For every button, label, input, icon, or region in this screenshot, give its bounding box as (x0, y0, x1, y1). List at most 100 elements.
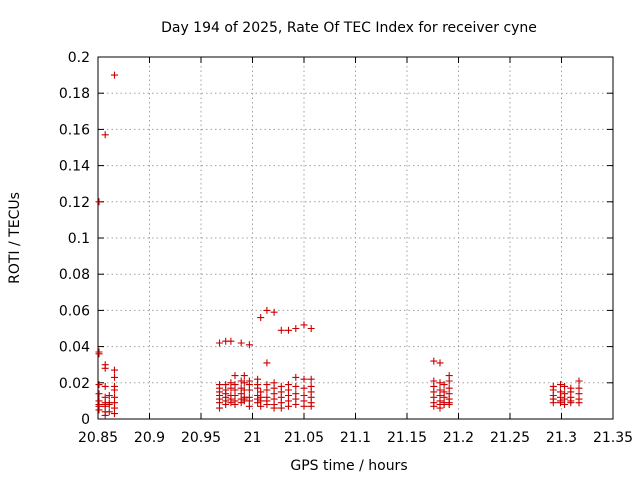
data-point (105, 401, 113, 408)
data-point (436, 404, 444, 412)
data-point (263, 306, 271, 314)
y-tick-label: 0.12 (59, 195, 90, 211)
data-point (307, 375, 315, 383)
data-point (216, 339, 223, 347)
data-point (300, 402, 308, 410)
data-point (257, 402, 265, 410)
x-tick-label: 21.05 (284, 430, 324, 446)
data-point (292, 373, 300, 381)
data-point (237, 399, 245, 407)
data-point (300, 375, 308, 383)
data-point (101, 382, 109, 390)
y-tick-label: 0.2 (68, 50, 90, 66)
data-point (292, 325, 300, 332)
data-point (231, 401, 239, 408)
x-tick-label: 21.35 (593, 430, 633, 446)
data-point (227, 384, 235, 392)
data-point (292, 401, 300, 408)
chart-title: Day 194 of 2025, Rate Of TEC Index for r… (161, 20, 537, 36)
data-point (95, 390, 103, 398)
data-point (237, 377, 245, 385)
data-point (263, 359, 271, 367)
y-tick-label: 0.16 (59, 122, 90, 138)
data-point (436, 379, 444, 387)
data-point (430, 402, 438, 410)
x-tick-label: 21.3 (546, 430, 577, 446)
data-point (95, 350, 103, 358)
data-point (254, 399, 262, 407)
data-point (285, 402, 292, 410)
data-point (231, 372, 239, 380)
data-point (561, 401, 569, 408)
data-point (111, 410, 118, 418)
data-point (549, 399, 557, 407)
data-point (240, 379, 248, 387)
x-tick-label: 21.1 (340, 430, 371, 446)
data-point (436, 359, 444, 367)
data-point (263, 386, 271, 394)
data-point (575, 377, 583, 385)
data-point (227, 399, 235, 407)
data-point (263, 401, 271, 408)
data-point (300, 321, 308, 329)
y-tick-label: 0.08 (59, 267, 90, 283)
data-point (557, 381, 564, 389)
data-point (237, 339, 245, 347)
data-point (270, 308, 278, 316)
data-point (227, 337, 235, 345)
data-point (101, 411, 109, 419)
y-tick-label: 0.04 (59, 340, 90, 356)
data-point (111, 386, 118, 394)
data-point (95, 381, 103, 389)
data-point (245, 386, 253, 394)
data-point (300, 384, 308, 392)
data-point (270, 404, 278, 412)
x-tick-label: 20.9 (134, 430, 165, 446)
data-point (245, 341, 253, 349)
x-tick-label: 21.2 (443, 430, 474, 446)
data-point (557, 399, 564, 407)
data-point (111, 373, 118, 381)
data-point (101, 131, 109, 139)
data-point (95, 198, 103, 206)
y-tick-label: 0.1 (68, 231, 90, 247)
data-point (307, 325, 315, 332)
data-point (445, 377, 453, 385)
data-point (440, 381, 448, 389)
data-point (216, 404, 223, 412)
data-point (567, 399, 575, 407)
data-point (257, 314, 265, 322)
data-point (445, 401, 453, 408)
data-point (245, 402, 253, 410)
data-point (101, 364, 109, 372)
x-tick-label: 20.95 (181, 430, 221, 446)
data-point (277, 326, 285, 334)
data-point (575, 399, 583, 407)
y-tick-label: 0.18 (59, 86, 90, 102)
data-point (111, 71, 118, 79)
data-point (105, 392, 113, 399)
y-axis-label: ROTI / TECUs (7, 192, 23, 284)
x-tick-label: 21.15 (387, 430, 427, 446)
data-point (95, 406, 103, 414)
axis-ticks: 20.85 20.9 20.95 21 21.05 21.1 21.15 21.2 21.25 2… (59, 50, 633, 446)
data-point (430, 357, 438, 365)
data-point (292, 382, 300, 390)
x-tick-label: 21.25 (490, 430, 530, 446)
data-points (95, 71, 583, 419)
data-point (105, 408, 113, 416)
y-tick-label: 0 (81, 412, 90, 428)
data-point (561, 382, 569, 390)
x-tick-label: 21 (244, 430, 262, 446)
data-point (254, 384, 262, 392)
data-point (285, 326, 292, 334)
x-axis-label: GPS time / hours (290, 458, 407, 474)
x-tick-label: 20.85 (78, 430, 118, 446)
data-point (222, 401, 230, 408)
y-tick-label: 0.02 (59, 376, 90, 392)
data-point (307, 402, 315, 410)
y-tick-label: 0.14 (59, 159, 90, 175)
data-point (277, 404, 285, 412)
grid (98, 57, 613, 419)
